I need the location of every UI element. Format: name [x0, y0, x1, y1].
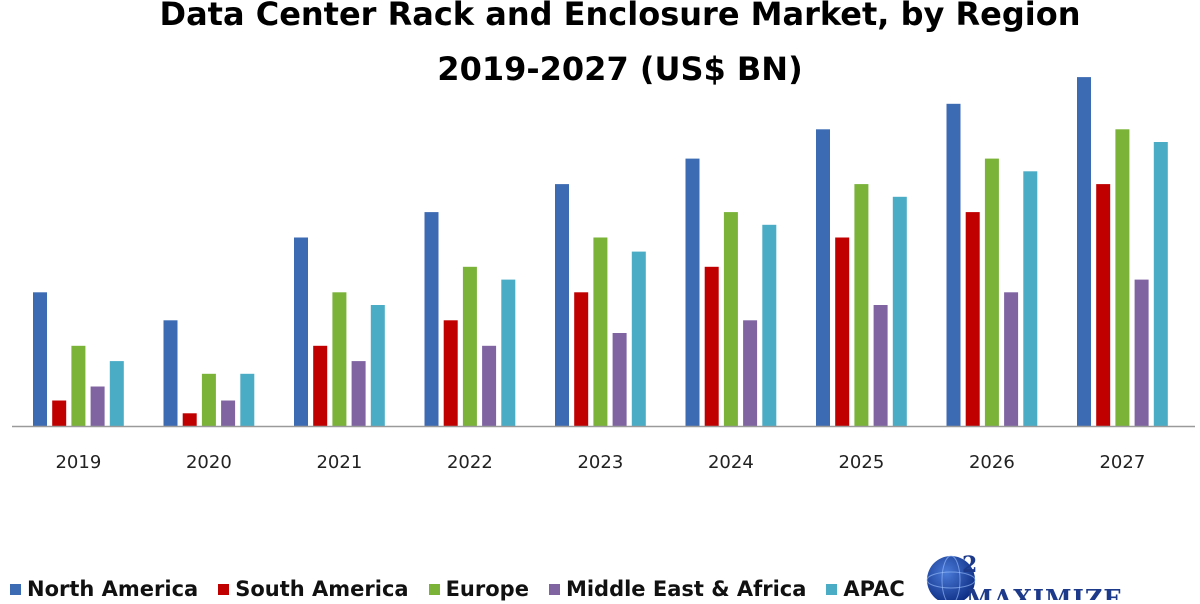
x-tick-label: 2027 [1099, 452, 1145, 473]
bar-2027-apac [1153, 142, 1168, 426]
x-tick-label: 2020 [186, 452, 232, 473]
bar-2020-middle-east-africa [221, 400, 236, 426]
chart-title: Data Center Rack and Enclosure Market, b… [159, 0, 1081, 33]
legend: North America South America Europe Middle E… [10, 574, 925, 604]
x-tick-label: 2022 [447, 452, 493, 473]
legend-label: South America [235, 577, 409, 601]
bar-2025-south-america [835, 237, 850, 426]
bar-2026-europe [984, 158, 999, 426]
bar-2020-europe [201, 373, 216, 426]
bar-2024-north-america [685, 158, 700, 426]
bar-2025-europe [854, 184, 869, 426]
bar-2021-north-america [294, 237, 308, 426]
bar-2021-europe [332, 292, 347, 426]
x-tick-labels: 2019 2020 2021 2022 2023 2024 2025 2026 2027 [55, 452, 1145, 473]
bar-2019-south-america [52, 400, 67, 426]
chart-subtitle: 2019-2027 (US$ BN) [437, 50, 803, 88]
bar-2021-apac [370, 305, 385, 426]
bar-2023-apac [631, 251, 646, 426]
legend-item: Middle East & Africa [548, 577, 807, 601]
bar-2024-apac [762, 224, 777, 426]
bar-2024-europe [723, 212, 738, 426]
bar-2022-south-america [443, 320, 458, 426]
bar-2026-north-america [946, 103, 961, 427]
bar-2022-europe [462, 266, 477, 426]
x-tick-label: 2026 [969, 452, 1015, 473]
bar-2025-north-america [816, 129, 830, 427]
bar-2019-europe [71, 345, 86, 426]
bar-2021-south-america [313, 345, 328, 426]
bar-2023-south-america [574, 292, 589, 426]
company-logo: 2 MAXIMIZE [926, 544, 1126, 600]
legend-item: APAC [826, 577, 905, 601]
logo-text: MAXIMIZE [966, 584, 1123, 600]
bar-2020-north-america [163, 320, 178, 426]
bar-2026-middle-east-africa [1004, 292, 1019, 426]
bar-2027-europe [1115, 129, 1130, 427]
legend-item: South America [218, 577, 409, 601]
bars-group [33, 77, 1168, 427]
bar-2027-middle-east-africa [1134, 279, 1149, 426]
x-tick-label: 2024 [708, 452, 754, 473]
bar-2026-south-america [965, 212, 980, 426]
legend-item: Europe [428, 577, 529, 601]
bar-2020-apac [240, 373, 255, 426]
bar-2025-middle-east-africa [873, 305, 888, 426]
bar-2025-apac [892, 196, 907, 426]
x-tick-label: 2021 [316, 452, 362, 473]
x-tick-label: 2019 [55, 452, 101, 473]
bar-2027-north-america [1077, 77, 1091, 426]
legend-swatch [826, 583, 838, 595]
legend-swatch [548, 583, 560, 595]
legend-label: APAC [843, 577, 905, 601]
legend-label: Middle East & Africa [565, 577, 807, 601]
bar-2027-south-america [1096, 184, 1111, 426]
bar-2020-south-america [182, 413, 197, 426]
legend-swatch [218, 583, 230, 595]
bar-2026-apac [1023, 171, 1038, 426]
x-tick-label: 2023 [577, 452, 623, 473]
bar-2022-north-america [424, 212, 439, 426]
svg-text:2: 2 [962, 552, 977, 578]
bar-2021-middle-east-africa [351, 361, 366, 426]
bar-2022-apac [501, 279, 516, 426]
bar-2019-middle-east-africa [90, 386, 105, 426]
legend-label: North America [27, 577, 199, 601]
bar-2024-middle-east-africa [743, 320, 758, 426]
bar-2022-middle-east-africa [482, 345, 497, 426]
bar-2023-north-america [555, 184, 569, 426]
bar-2024-south-america [704, 266, 719, 426]
bar-2019-north-america [33, 292, 47, 426]
bar-2023-europe [593, 237, 608, 426]
bar-2023-middle-east-africa [612, 333, 627, 426]
x-tick-label: 2025 [838, 452, 884, 473]
legend-label: Europe [445, 577, 529, 601]
bar-2019-apac [109, 361, 124, 426]
globe-icon [927, 556, 975, 600]
legend-item: North America [10, 577, 198, 601]
legend-swatch [428, 583, 440, 595]
legend-swatch [10, 583, 21, 595]
